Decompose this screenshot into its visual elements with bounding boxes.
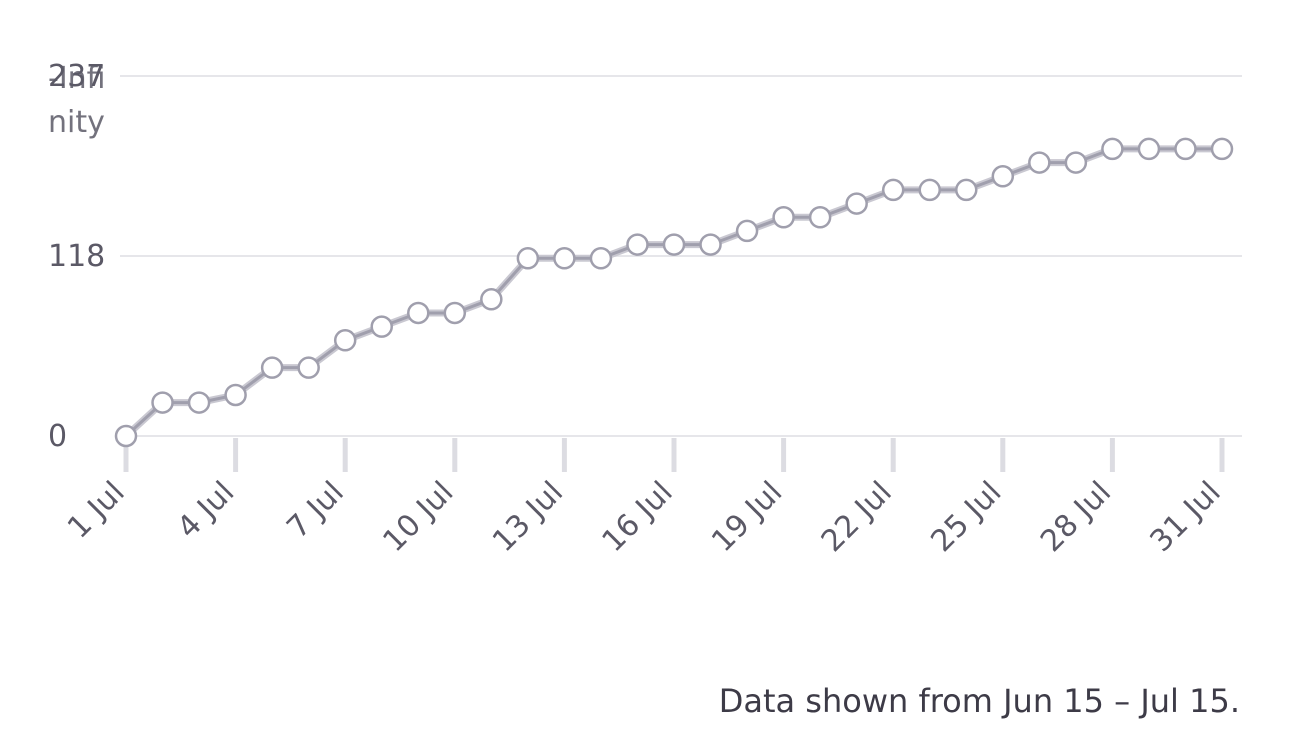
x-tick-label: 7 Jul: [280, 475, 351, 546]
x-tick-label: 25 Jul: [924, 475, 1008, 559]
x-tick-label: 22 Jul: [815, 475, 899, 559]
data-point[interactable]: [845, 192, 868, 215]
data-point[interactable]: [991, 165, 1015, 188]
data-point[interactable]: [881, 178, 905, 202]
data-point[interactable]: [662, 233, 686, 256]
data-points: [114, 137, 1234, 448]
series-line: [124, 147, 1224, 438]
y-tick-label: 118: [48, 239, 105, 274]
data-point[interactable]: [333, 329, 357, 352]
data-point[interactable]: [589, 247, 613, 270]
x-tick-label: 31 Jul: [1144, 475, 1228, 559]
data-point[interactable]: [516, 247, 540, 270]
x-tick-label: 19 Jul: [705, 475, 789, 559]
data-point[interactable]: [626, 233, 649, 256]
line-chart: 0 118 237-Infi nity 1 Jul 4 Jul 7 Jul 10 Jul 13…: [48, 59, 1242, 559]
data-point[interactable]: [1210, 137, 1234, 161]
x-tick-label: 10 Jul: [376, 475, 460, 559]
data-point[interactable]: [735, 219, 759, 243]
data-point[interactable]: [480, 288, 503, 311]
x-axis-labels: 1 Jul 4 Jul 7 Jul 10 Jul 13 Jul 16 Jul 19 Jul 2…: [61, 475, 1228, 559]
data-point[interactable]: [772, 206, 795, 229]
x-axis-ticks: [123, 438, 1225, 472]
x-tick-label: 13 Jul: [486, 475, 570, 559]
data-point[interactable]: [260, 356, 284, 379]
data-point[interactable]: [699, 233, 722, 256]
series-line-shadow: [122, 145, 1226, 440]
data-point[interactable]: [407, 301, 430, 325]
data-point[interactable]: [1174, 137, 1197, 161]
data-point[interactable]: [370, 315, 393, 338]
x-tick-label: 1 Jul: [61, 475, 132, 546]
y-top-label: -Infi nity: [48, 61, 106, 140]
data-point[interactable]: [151, 391, 174, 414]
x-tick-label: 4 Jul: [171, 475, 242, 546]
data-point[interactable]: [443, 301, 467, 325]
grid-lines: [120, 75, 1242, 437]
data-point[interactable]: [1064, 151, 1088, 174]
data-point[interactable]: [553, 247, 576, 270]
y-tick-label: 237: [48, 59, 105, 94]
data-point[interactable]: [808, 206, 832, 229]
data-point[interactable]: [918, 178, 941, 202]
data-point[interactable]: [297, 356, 320, 379]
data-point[interactable]: [187, 391, 211, 414]
x-tick-label: 16 Jul: [596, 475, 680, 559]
data-point[interactable]: [1028, 151, 1051, 174]
data-point[interactable]: [1101, 137, 1124, 161]
x-tick-label: 28 Jul: [1034, 475, 1118, 559]
series: [122, 145, 1226, 440]
data-point[interactable]: [114, 424, 138, 448]
y-axis-labels: 0 118 237-Infi nity: [48, 59, 106, 454]
data-point[interactable]: [224, 383, 247, 407]
footnote: Data shown from Jun 15 – Jul 15.: [718, 682, 1240, 720]
data-point[interactable]: [1137, 137, 1161, 161]
y-tick-label: 0: [48, 419, 67, 454]
data-point[interactable]: [955, 178, 978, 202]
